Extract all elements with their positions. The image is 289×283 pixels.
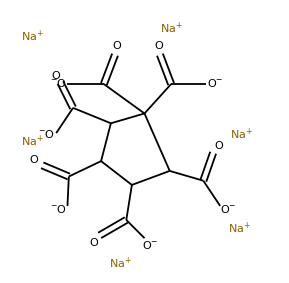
Text: O: O <box>154 41 163 51</box>
Text: O$^{-}$: O$^{-}$ <box>142 239 159 251</box>
Text: Na$^{+}$: Na$^{+}$ <box>21 29 44 44</box>
Text: Na$^{+}$: Na$^{+}$ <box>228 221 251 236</box>
Text: O: O <box>112 41 121 51</box>
Text: Na$^{+}$: Na$^{+}$ <box>109 256 132 271</box>
Text: O: O <box>214 141 223 151</box>
Text: O: O <box>29 155 38 165</box>
Text: Na$^{+}$: Na$^{+}$ <box>21 134 44 149</box>
Text: $^{-}$O: $^{-}$O <box>38 128 55 140</box>
Text: O$^{-}$: O$^{-}$ <box>220 203 236 215</box>
Text: $^{-}$O: $^{-}$O <box>50 203 67 215</box>
Text: O: O <box>51 71 60 81</box>
Text: O: O <box>90 238 99 248</box>
Text: $^{-}$O: $^{-}$O <box>50 77 67 89</box>
Text: Na$^{+}$: Na$^{+}$ <box>230 127 253 142</box>
Text: O$^{-}$: O$^{-}$ <box>207 77 223 89</box>
Text: Na$^{+}$: Na$^{+}$ <box>160 20 183 36</box>
